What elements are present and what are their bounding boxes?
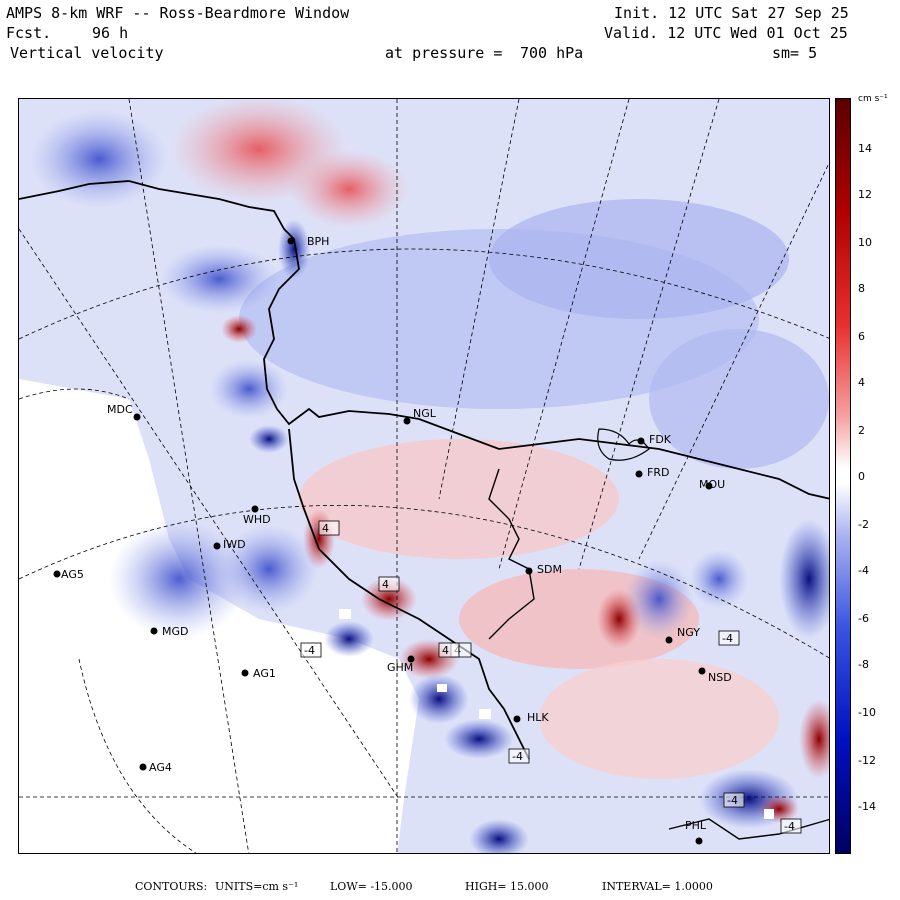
station-label-ag1: AG1: [253, 667, 276, 680]
colorbar-tick: 10: [858, 236, 872, 249]
colorbar-tick: -6: [858, 612, 869, 625]
station-dot-ag1: [241, 669, 249, 677]
contour-low: LOW= -15.000: [330, 880, 413, 893]
colorbar-tick: 6: [858, 330, 865, 343]
station-label-ngy: NGY: [677, 626, 700, 639]
station-dot-whd: [251, 505, 259, 513]
colorbar-tick: -8: [858, 658, 869, 671]
station-label-phl: PHL: [685, 819, 707, 832]
colorbar-tick: 4: [858, 376, 865, 389]
station-dot-ag5: [53, 570, 61, 578]
station-dot-hlk: [513, 715, 521, 723]
contour-label-text: -4: [722, 632, 733, 645]
station-label-sdm: SDM: [537, 563, 562, 576]
contour-label-box: [300, 642, 322, 658]
colorbar-tick: -14: [858, 800, 876, 813]
station-dot-fdk: [637, 437, 645, 445]
forecast-label: Fcst.: [6, 24, 52, 42]
coastline: [19, 180, 829, 500]
station-label-ag5: AG5: [61, 568, 84, 581]
variable-name: Vertical velocity: [10, 44, 164, 62]
contour-high: HIGH= 15.000: [465, 880, 549, 893]
station-dot-mou: [705, 482, 713, 490]
vertical-velocity-map: MDC NGL FDK FRD MOU SDM AG5 MGD AG1 AG4 NGY NSD PHL W…: [18, 98, 830, 854]
contour-label-text: -4: [784, 820, 795, 833]
contour-label-text: -4: [512, 750, 523, 763]
station-label-ag4: AG4: [149, 761, 172, 774]
init-time: Init. 12 UTC Sat 27 Sep 25: [614, 4, 849, 22]
station-label-nsd: NSD: [708, 671, 732, 684]
colorbar-tick: -2: [858, 518, 869, 531]
station-dot-mdc: [133, 413, 141, 421]
valid-time: Valid. 12 UTC Wed 01 Oct 25: [604, 24, 848, 42]
station-layer: MDC NGL FDK FRD MOU SDM AG5 MGD AG1 AG4 NGY NSD PHL W…: [53, 235, 802, 845]
contour-label-text: -4: [304, 644, 315, 657]
graticule: [19, 99, 829, 853]
station-dot-ghm: [407, 655, 415, 663]
contour-interval: INTERVAL= 1.0000: [602, 880, 713, 893]
pressure-value: 700 hPa: [520, 44, 584, 62]
station-dot-mgd: [150, 627, 158, 635]
station-dot-frd: [635, 470, 643, 478]
colorbar-tick: 0: [858, 470, 865, 483]
station-dot-ag4: [139, 763, 147, 771]
station-dot-ngl: [403, 417, 411, 425]
contours-label: CONTOURS:: [135, 880, 208, 893]
contour-label-box: [378, 576, 400, 592]
station-label-ghm: GHM: [387, 661, 413, 674]
station-label-bph: BPH: [307, 235, 329, 248]
station-label-fdk: FDK: [649, 433, 672, 446]
colorbar-tick: -12: [858, 754, 876, 767]
station-label-mgd: MGD: [162, 625, 189, 638]
colorbar-tick: 14: [858, 142, 872, 155]
contour-label-text: 4: [442, 644, 449, 657]
station-label-frd: FRD: [647, 466, 669, 479]
contour-label-box: [780, 818, 802, 834]
station-label-iwd: IWD: [223, 538, 246, 551]
station-label-whd: WHD: [243, 513, 271, 526]
contour-label-text: -4: [727, 794, 738, 807]
contour-label-box: [718, 630, 740, 646]
forecast-hour: 96 h: [92, 24, 129, 42]
colorbar-tick: 8: [858, 282, 865, 295]
colorbar: [835, 98, 851, 854]
contour-label-box: [438, 642, 460, 658]
station-dot-ngy: [665, 636, 673, 644]
station-label-mdc: MDC: [107, 403, 133, 416]
station-dot-iwd: [213, 542, 221, 550]
map-title: AMPS 8-km WRF -- Ross-Beardmore Window: [6, 4, 350, 22]
station-label-ngl: NGL: [413, 407, 437, 420]
colorbar-tick: 2: [858, 424, 865, 437]
station-dot-nsd: [698, 667, 706, 675]
pressure-label: at pressure =: [385, 44, 503, 62]
colorbar-tick: 12: [858, 188, 872, 201]
colorbar-units: cm s⁻¹: [858, 94, 888, 104]
contour-units: UNITS=cm s⁻¹: [215, 880, 299, 893]
smoothing-value: sm= 5: [772, 44, 818, 62]
colorbar-tick: -10: [858, 706, 876, 719]
ice-shelf-front: [288, 428, 530, 760]
station-dot-phl: [695, 837, 703, 845]
contour-label-text: 4: [382, 578, 389, 591]
colorbar-tick: -4: [858, 564, 869, 577]
contour-label-box: [508, 748, 530, 764]
colorbar-gradient: [836, 99, 850, 853]
contour-label-box: [723, 792, 745, 808]
station-label-hlk: HLK: [527, 711, 549, 724]
contour-label-text: 4: [322, 522, 329, 535]
station-label-mou: MOU: [699, 478, 725, 491]
map-canvas: [19, 99, 829, 853]
contour-label-box: [318, 520, 340, 536]
station-dot-sdm: [525, 567, 533, 575]
station-dot-bph: [287, 237, 295, 245]
